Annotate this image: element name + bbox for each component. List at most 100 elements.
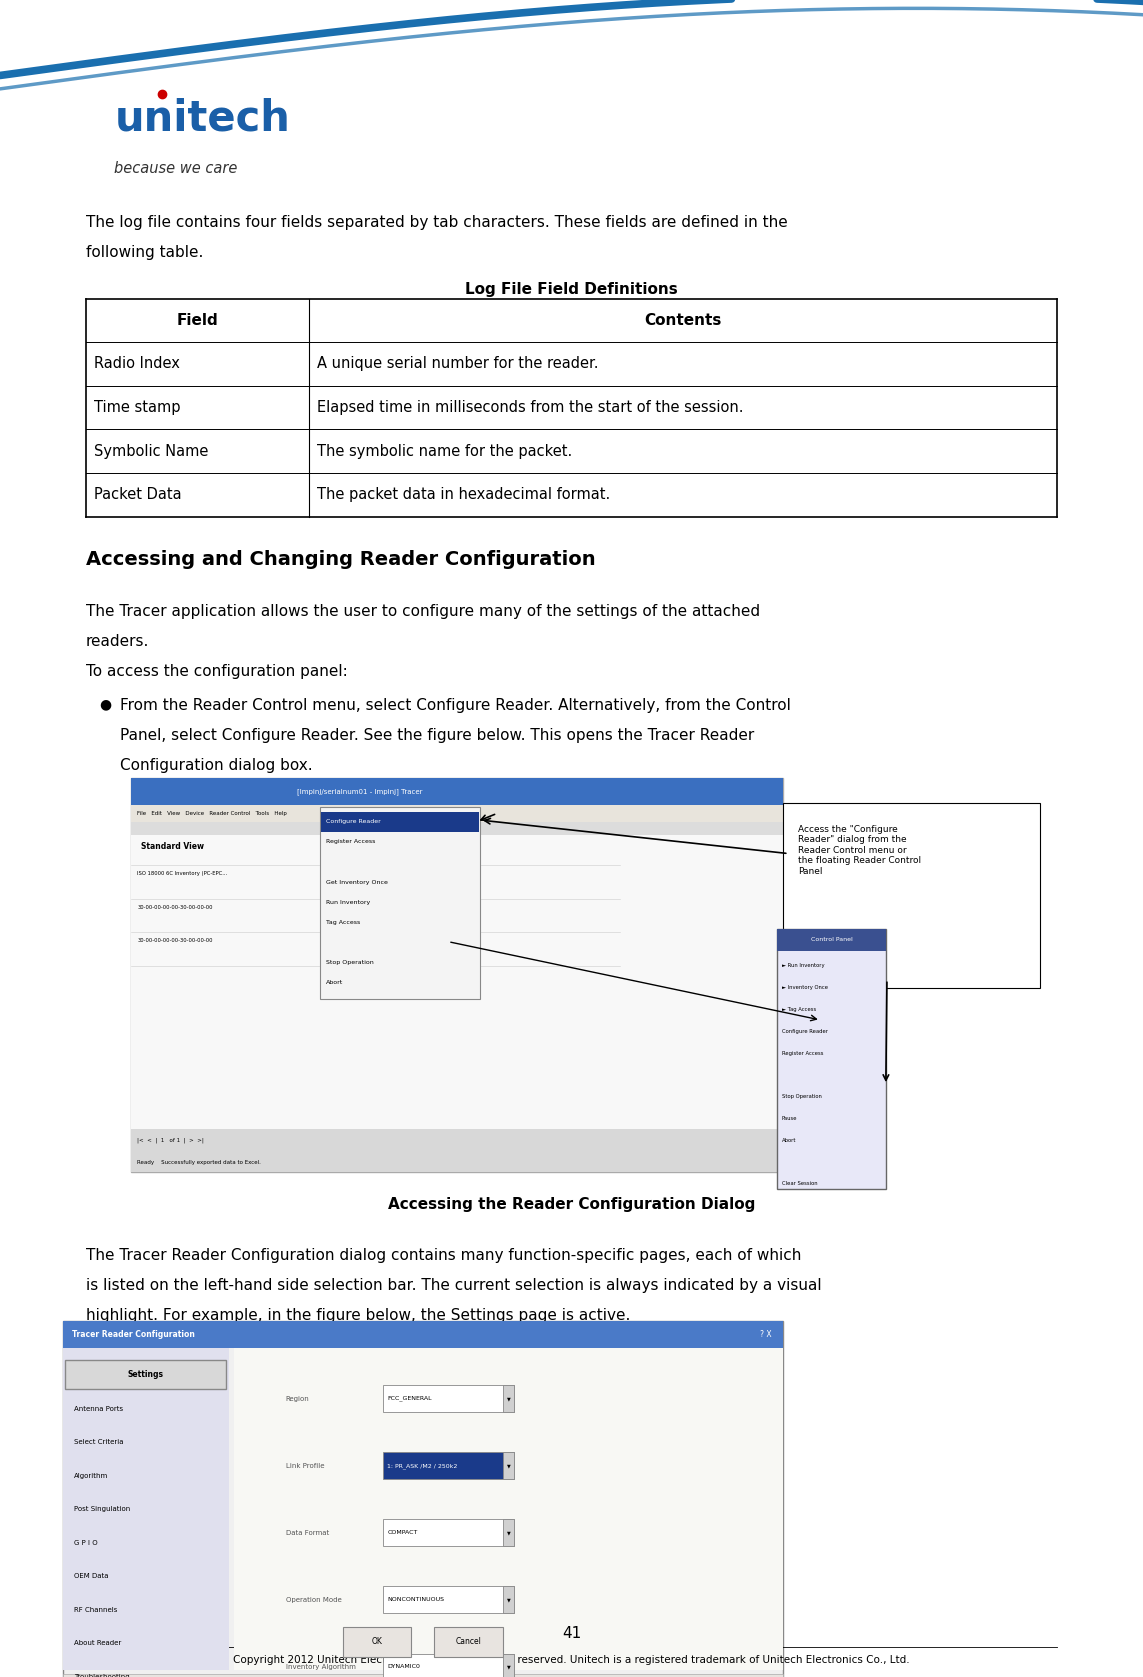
FancyBboxPatch shape	[783, 803, 1040, 988]
Text: RF Channels: RF Channels	[74, 1607, 118, 1613]
Text: NONCONTINUOUS: NONCONTINUOUS	[387, 1598, 445, 1602]
Text: Register Access: Register Access	[326, 840, 375, 844]
Text: highlight. For example, in the figure below, the Settings page is active.: highlight. For example, in the figure be…	[86, 1308, 630, 1323]
Text: Settings: Settings	[128, 1370, 163, 1378]
Text: G P I O: G P I O	[74, 1539, 98, 1546]
Text: Radio Index: Radio Index	[94, 357, 179, 371]
Text: Stop Operation: Stop Operation	[326, 961, 374, 964]
Text: Select Criteria: Select Criteria	[74, 1439, 123, 1446]
Text: ▼: ▼	[506, 1531, 511, 1534]
Text: Abort: Abort	[326, 981, 343, 984]
Text: ▼: ▼	[506, 1464, 511, 1467]
Text: To access the configuration panel:: To access the configuration panel:	[86, 664, 347, 679]
FancyBboxPatch shape	[503, 1385, 514, 1412]
Text: Time stamp: Time stamp	[94, 401, 181, 414]
Text: Get Inventory Once: Get Inventory Once	[326, 880, 387, 884]
Text: The log file contains four fields separated by tab characters. These fields are : The log file contains four fields separa…	[86, 215, 788, 230]
Text: FCC_GENERAL: FCC_GENERAL	[387, 1395, 432, 1402]
Text: ► Tag Access: ► Tag Access	[782, 1008, 816, 1011]
Text: Panel, select Configure Reader. See the figure below. This opens the Tracer Read: Panel, select Configure Reader. See the …	[120, 728, 754, 743]
FancyBboxPatch shape	[63, 1674, 783, 1677]
Text: ISO 18000 6C Inventory (PC-EPC...: ISO 18000 6C Inventory (PC-EPC...	[137, 872, 227, 875]
Text: The packet data in hexadecimal format.: The packet data in hexadecimal format.	[317, 488, 610, 501]
Text: Data Format: Data Format	[286, 1529, 329, 1536]
FancyBboxPatch shape	[131, 805, 783, 822]
FancyBboxPatch shape	[503, 1654, 514, 1677]
Text: Contents: Contents	[645, 314, 721, 327]
FancyBboxPatch shape	[131, 835, 783, 1130]
Text: 1: PR_ASK /M2 / 250k2: 1: PR_ASK /M2 / 250k2	[387, 1462, 458, 1469]
FancyBboxPatch shape	[503, 1586, 514, 1613]
Text: Troubleshooting: Troubleshooting	[74, 1674, 130, 1677]
Text: The Tracer application allows the user to configure many of the settings of the : The Tracer application allows the user t…	[86, 604, 760, 619]
Text: ? X: ? X	[760, 1330, 772, 1340]
FancyBboxPatch shape	[777, 929, 886, 951]
FancyBboxPatch shape	[131, 778, 783, 1172]
FancyBboxPatch shape	[383, 1452, 514, 1479]
FancyBboxPatch shape	[131, 1129, 783, 1152]
Text: Control Panel: Control Panel	[810, 937, 853, 942]
Text: ▼: ▼	[506, 1598, 511, 1602]
Text: ► Inventory Once: ► Inventory Once	[782, 986, 828, 989]
Text: Pause: Pause	[782, 1117, 798, 1120]
Text: Register Access: Register Access	[782, 1051, 823, 1055]
Text: Stop Operation: Stop Operation	[782, 1095, 822, 1098]
Text: following table.: following table.	[86, 245, 203, 260]
Text: Antenna Ports: Antenna Ports	[74, 1405, 123, 1412]
Text: Cancel: Cancel	[456, 1637, 481, 1647]
Text: Elapsed time in milliseconds from the start of the session.: Elapsed time in milliseconds from the st…	[317, 401, 743, 414]
FancyBboxPatch shape	[383, 1385, 514, 1412]
Text: [Impinj/serialnum01 - Impinj] Tracer: [Impinj/serialnum01 - Impinj] Tracer	[297, 788, 422, 795]
Text: Run Inventory: Run Inventory	[326, 901, 370, 904]
Text: Standard View: Standard View	[141, 842, 203, 850]
FancyBboxPatch shape	[320, 807, 480, 999]
Text: Log File Field Definitions: Log File Field Definitions	[465, 282, 678, 297]
Text: 41: 41	[562, 1627, 581, 1640]
Text: ▼: ▼	[506, 1397, 511, 1400]
Text: Packet Data: Packet Data	[94, 488, 182, 501]
Text: From the Reader Control menu, select Configure Reader. Alternatively, from the C: From the Reader Control menu, select Con…	[120, 698, 791, 713]
Text: OEM Data: OEM Data	[74, 1573, 109, 1580]
Text: Post Singulation: Post Singulation	[74, 1506, 130, 1513]
FancyBboxPatch shape	[131, 822, 783, 835]
Text: Algorithm: Algorithm	[74, 1472, 109, 1479]
Text: Configure Reader: Configure Reader	[782, 1030, 828, 1033]
Text: Access the "Configure
Reader" dialog from the
Reader Control menu or
the floatin: Access the "Configure Reader" dialog fro…	[798, 825, 921, 875]
Text: 30-00-00-00-00-30-00-00-00: 30-00-00-00-00-30-00-00-00	[137, 939, 213, 942]
Text: Field: Field	[176, 314, 218, 327]
FancyBboxPatch shape	[65, 1360, 226, 1389]
Text: Tag Access: Tag Access	[326, 921, 360, 924]
Text: Operation Mode: Operation Mode	[286, 1597, 342, 1603]
Text: Configure Reader: Configure Reader	[326, 820, 381, 823]
FancyBboxPatch shape	[63, 1321, 783, 1348]
Text: Inventory Algorithm: Inventory Algorithm	[286, 1664, 355, 1670]
FancyBboxPatch shape	[503, 1519, 514, 1546]
Text: Tracer Reader Configuration: Tracer Reader Configuration	[72, 1330, 195, 1340]
FancyBboxPatch shape	[321, 812, 479, 832]
Text: Configuration dialog box.: Configuration dialog box.	[120, 758, 313, 773]
Text: The Tracer Reader Configuration dialog contains many function-specific pages, ea: The Tracer Reader Configuration dialog c…	[86, 1248, 801, 1263]
Text: Copyright 2012 Unitech Electronics Co., Ltd. All rights reserved. Unitech is a r: Copyright 2012 Unitech Electronics Co., …	[233, 1655, 910, 1665]
Text: readers.: readers.	[86, 634, 149, 649]
Text: ▼: ▼	[506, 1665, 511, 1669]
Text: A unique serial number for the reader.: A unique serial number for the reader.	[317, 357, 598, 371]
FancyBboxPatch shape	[777, 929, 886, 1189]
Text: Symbolic Name: Symbolic Name	[94, 444, 208, 458]
FancyBboxPatch shape	[343, 1627, 411, 1657]
FancyBboxPatch shape	[383, 1519, 514, 1546]
Text: is listed on the left-hand side selection bar. The current selection is always i: is listed on the left-hand side selectio…	[86, 1278, 822, 1293]
Text: 30-00-00-00-00-30-00-00-00: 30-00-00-00-00-30-00-00-00	[137, 906, 213, 909]
FancyBboxPatch shape	[434, 1627, 503, 1657]
Text: DYNAMIC0: DYNAMIC0	[387, 1665, 421, 1669]
Text: The symbolic name for the packet.: The symbolic name for the packet.	[317, 444, 572, 458]
FancyBboxPatch shape	[131, 778, 783, 805]
Text: Ready    Successfully exported data to Excel.: Ready Successfully exported data to Exce…	[137, 1160, 261, 1164]
Text: Accessing the Reader Configuration Dialog: Accessing the Reader Configuration Dialo…	[387, 1197, 756, 1212]
FancyBboxPatch shape	[131, 1152, 783, 1172]
Text: Accessing and Changing Reader Configuration: Accessing and Changing Reader Configurat…	[86, 550, 596, 569]
Text: File   Edit   View   Device   Reader Control   Tools   Help: File Edit View Device Reader Control Too…	[137, 812, 287, 815]
Text: unitech: unitech	[114, 97, 290, 139]
FancyBboxPatch shape	[383, 1654, 514, 1677]
Text: Clear Session: Clear Session	[782, 1182, 817, 1186]
Text: Abort: Abort	[782, 1139, 797, 1142]
